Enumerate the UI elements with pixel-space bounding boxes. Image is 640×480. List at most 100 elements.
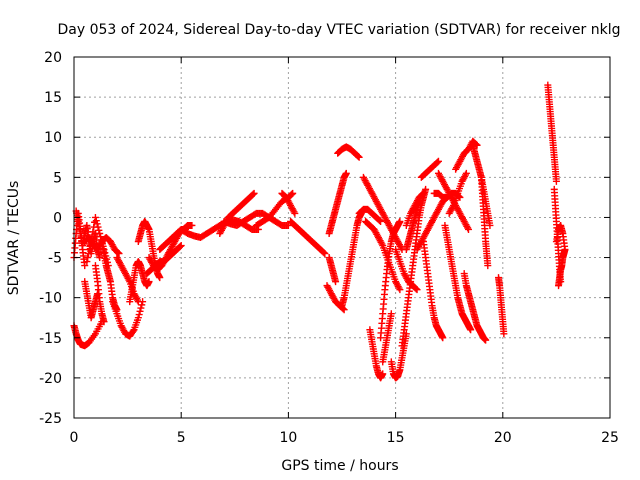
x-tick-label: 0 (70, 430, 79, 446)
data-point (86, 242, 94, 250)
y-tick-label: 20 (44, 50, 62, 66)
data-point (85, 246, 93, 254)
y-tick-label: 10 (44, 130, 62, 146)
data-point (500, 330, 508, 338)
data-point (422, 185, 430, 193)
data-point (415, 197, 423, 205)
data-point (332, 278, 340, 286)
data-point (114, 249, 122, 257)
series-track20 (278, 189, 299, 217)
series-track09 (109, 298, 147, 340)
data-point (467, 326, 475, 334)
series-track07 (91, 262, 108, 326)
data-point (320, 249, 328, 257)
data-point (83, 258, 91, 266)
data-point (342, 169, 350, 177)
data-point (85, 250, 93, 258)
y-tick-label: 15 (44, 90, 62, 106)
data-point (378, 240, 386, 248)
data-point (561, 246, 569, 254)
plot-frame (73, 56, 611, 419)
data-point (145, 278, 153, 286)
series-track10 (113, 254, 142, 306)
data-point (439, 334, 447, 342)
data-points-layer (70, 81, 569, 382)
series-track31 (377, 217, 404, 342)
data-point (156, 274, 164, 282)
series-track22 (325, 254, 340, 286)
series-track24 (325, 169, 350, 237)
series-track38 (413, 193, 451, 254)
series-track35 (392, 246, 421, 294)
x-tick-labels: 0 5 10 15 20 25 (70, 430, 619, 446)
series-track49 (495, 274, 508, 338)
data-point (115, 250, 123, 258)
data-point (355, 153, 363, 161)
series-track43 (441, 221, 475, 334)
data-point (250, 189, 258, 197)
series-track04 (81, 278, 102, 322)
series-track48 (477, 173, 492, 270)
data-point (87, 238, 95, 246)
data-point (290, 208, 298, 216)
y-tick-label: -10 (39, 291, 62, 307)
data-point (176, 242, 184, 250)
series-track30 (366, 326, 387, 382)
series-track11 (126, 258, 153, 306)
x-tick-label: 5 (177, 430, 186, 446)
data-point (482, 336, 490, 344)
y-tick-label: 0 (53, 210, 62, 226)
series-track33 (387, 330, 410, 382)
series-track21 (287, 217, 329, 258)
x-tick-label: 20 (494, 430, 512, 446)
data-point (135, 311, 143, 319)
data-point (462, 169, 470, 177)
data-point (321, 250, 329, 258)
data-point (395, 284, 403, 292)
y-tick-label: -15 (39, 331, 62, 347)
data-point (412, 285, 420, 293)
x-tick-label: 25 (601, 430, 619, 446)
data-point (249, 190, 257, 198)
data-point (177, 242, 185, 250)
data-point (138, 301, 146, 309)
data-point (288, 190, 296, 198)
data-point (91, 213, 99, 221)
y-tick-label: -5 (48, 251, 62, 267)
y-tick-labels: -25 -20 -15 -10 -5 0 5 10 15 20 (39, 50, 62, 427)
data-point (84, 254, 92, 262)
series-track12 (134, 217, 164, 282)
data-point (291, 209, 299, 217)
series-track53 (555, 246, 569, 290)
data-point (552, 177, 560, 185)
data-point (137, 304, 145, 312)
series-track25 (334, 143, 363, 161)
data-point (88, 233, 96, 241)
series-track32 (379, 310, 395, 366)
data-point (133, 296, 141, 304)
data-point (81, 262, 89, 270)
data-point (484, 262, 492, 270)
data-point (89, 228, 97, 236)
data-point (376, 217, 384, 225)
data-point (339, 305, 347, 313)
y-axis-label: SDTVAR / TECUs (6, 181, 22, 296)
data-point (461, 171, 469, 179)
data-point (134, 298, 142, 306)
data-point (134, 314, 142, 322)
data-point (396, 286, 404, 294)
series-track39 (417, 157, 442, 181)
data-point (340, 306, 348, 314)
series-track01 (70, 318, 106, 350)
data-point (464, 224, 472, 232)
series-track37 (402, 197, 423, 254)
data-point (188, 221, 196, 229)
data-point (136, 307, 144, 315)
data-point (95, 226, 103, 234)
series-track50 (544, 81, 560, 185)
data-point (434, 157, 442, 165)
data-point (413, 286, 421, 294)
data-point (449, 203, 457, 211)
ticks-layer (73, 56, 611, 419)
